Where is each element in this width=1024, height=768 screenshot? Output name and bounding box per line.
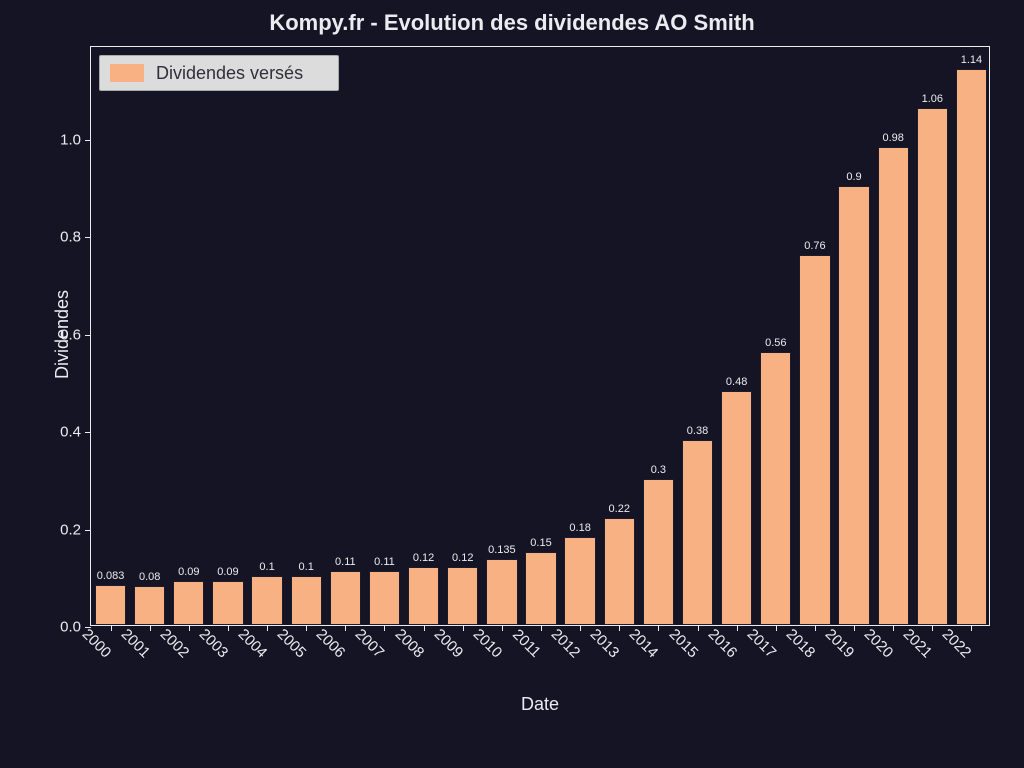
bar (525, 552, 556, 625)
bar-value-label: 0.3 (651, 464, 666, 476)
bar (721, 391, 752, 625)
bar (604, 518, 635, 625)
x-axis-label: Date (90, 694, 990, 715)
bar-value-label: 0.1 (299, 561, 314, 573)
y-tick-label: 0.2 (60, 521, 91, 538)
bar-value-label: 0.11 (335, 556, 356, 568)
bar-value-label: 0.12 (413, 552, 434, 564)
bar-value-label: 0.56 (765, 337, 786, 349)
bar (643, 479, 674, 625)
bar-value-label: 1.14 (961, 54, 982, 66)
bar-value-label: 0.11 (374, 556, 395, 568)
bar-value-label: 0.48 (726, 376, 747, 388)
bar (956, 69, 987, 625)
bar (760, 352, 791, 625)
bar-value-label: 0.135 (488, 544, 516, 556)
y-tick-label: 1.0 (60, 131, 91, 148)
bar (799, 255, 830, 625)
bar (564, 537, 595, 625)
y-axis-label: Dividendes (52, 290, 73, 379)
bar (682, 440, 713, 625)
plot-area: 0.00.20.40.60.81.00.08320000.0820010.092… (90, 46, 990, 626)
y-tick-label: 0.4 (60, 424, 91, 441)
legend-patch (110, 64, 144, 82)
bar-value-label: 0.083 (97, 570, 125, 582)
bar (917, 108, 948, 625)
bar-value-label: 0.76 (804, 240, 825, 252)
bar-value-label: 0.1 (259, 561, 274, 573)
legend-label: Dividendes versés (156, 63, 303, 84)
bar-value-label: 0.98 (882, 132, 903, 144)
chart-title: Kompy.fr - Evolution des dividendes AO S… (0, 10, 1024, 36)
bar-value-label: 0.12 (452, 552, 473, 564)
bar-value-label: 0.38 (687, 425, 708, 437)
bar-value-label: 0.22 (609, 503, 630, 515)
legend: Dividendes versés (99, 55, 339, 91)
bar-value-label: 0.18 (569, 522, 590, 534)
bar-value-label: 1.06 (922, 93, 943, 105)
bar-value-label: 0.09 (178, 566, 199, 578)
bar-value-label: 0.09 (217, 566, 238, 578)
bar-value-label: 0.15 (530, 537, 551, 549)
y-tick-label: 0.8 (60, 229, 91, 246)
chart-figure: Kompy.fr - Evolution des dividendes AO S… (0, 0, 1024, 768)
bar-value-label: 0.9 (846, 171, 861, 183)
bar-value-label: 0.08 (139, 571, 160, 583)
bar (838, 186, 869, 625)
bar (878, 147, 909, 625)
